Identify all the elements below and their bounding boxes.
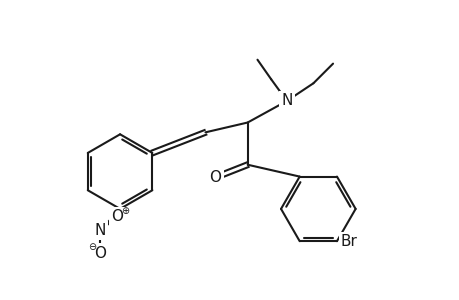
Text: O: O bbox=[94, 246, 106, 261]
Text: N: N bbox=[95, 223, 106, 238]
Text: ⊕: ⊕ bbox=[121, 206, 129, 216]
Text: O: O bbox=[209, 170, 221, 185]
Text: N: N bbox=[280, 93, 292, 108]
Text: Br: Br bbox=[340, 234, 357, 249]
Text: O: O bbox=[111, 209, 123, 224]
Text: ⊖: ⊖ bbox=[88, 242, 96, 252]
